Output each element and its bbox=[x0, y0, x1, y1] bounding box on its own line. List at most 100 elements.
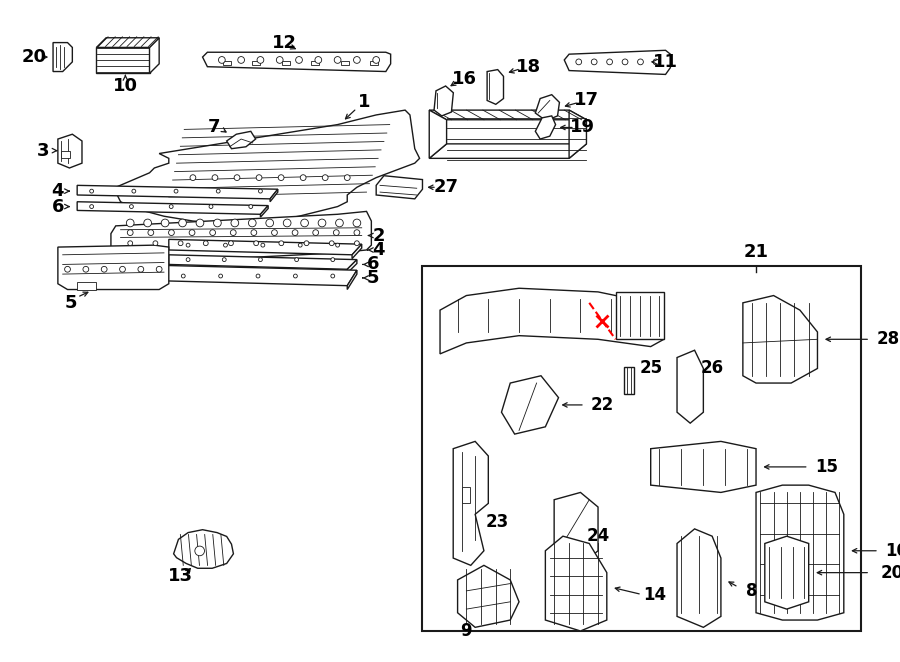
Text: 12: 12 bbox=[272, 34, 297, 52]
Polygon shape bbox=[202, 52, 391, 71]
Circle shape bbox=[216, 189, 220, 193]
Bar bbox=[371, 61, 378, 65]
Polygon shape bbox=[376, 175, 422, 199]
Polygon shape bbox=[756, 485, 844, 620]
Bar bbox=[462, 487, 470, 503]
Circle shape bbox=[301, 219, 309, 227]
Circle shape bbox=[190, 175, 196, 181]
Text: 3: 3 bbox=[37, 142, 50, 160]
Polygon shape bbox=[677, 350, 704, 423]
Polygon shape bbox=[53, 42, 72, 71]
Polygon shape bbox=[347, 260, 357, 273]
Text: 21: 21 bbox=[743, 243, 769, 261]
Circle shape bbox=[229, 241, 233, 246]
Circle shape bbox=[130, 205, 133, 209]
Circle shape bbox=[132, 189, 136, 193]
Text: 13: 13 bbox=[168, 567, 193, 585]
Text: 27: 27 bbox=[433, 178, 458, 196]
Circle shape bbox=[336, 243, 339, 247]
Text: 15: 15 bbox=[814, 458, 838, 476]
Text: 20: 20 bbox=[880, 563, 900, 582]
Polygon shape bbox=[536, 116, 555, 139]
Text: 9: 9 bbox=[461, 622, 472, 640]
Bar bbox=[282, 61, 290, 65]
Text: 10: 10 bbox=[885, 542, 900, 560]
Circle shape bbox=[138, 266, 144, 272]
Circle shape bbox=[373, 56, 380, 64]
Text: 17: 17 bbox=[574, 91, 599, 109]
Text: 28: 28 bbox=[876, 330, 899, 348]
Circle shape bbox=[126, 219, 134, 227]
Polygon shape bbox=[434, 86, 454, 116]
Circle shape bbox=[222, 258, 226, 261]
Circle shape bbox=[313, 230, 319, 236]
Polygon shape bbox=[454, 442, 489, 565]
Text: 14: 14 bbox=[644, 585, 667, 604]
Polygon shape bbox=[429, 110, 587, 120]
Polygon shape bbox=[270, 189, 278, 202]
Circle shape bbox=[272, 230, 277, 236]
Text: 22: 22 bbox=[590, 396, 614, 414]
Circle shape bbox=[210, 230, 215, 236]
Circle shape bbox=[293, 274, 297, 278]
Circle shape bbox=[174, 189, 178, 193]
Circle shape bbox=[354, 230, 360, 236]
Polygon shape bbox=[545, 536, 607, 631]
Polygon shape bbox=[487, 70, 503, 105]
Circle shape bbox=[65, 266, 70, 272]
Circle shape bbox=[144, 219, 151, 227]
Text: 25: 25 bbox=[639, 359, 662, 377]
Polygon shape bbox=[765, 536, 809, 609]
Circle shape bbox=[186, 243, 190, 247]
Polygon shape bbox=[429, 144, 587, 158]
Circle shape bbox=[90, 205, 94, 209]
Bar bbox=[341, 61, 348, 65]
Circle shape bbox=[295, 56, 302, 64]
Polygon shape bbox=[554, 493, 598, 565]
Polygon shape bbox=[440, 288, 664, 354]
Circle shape bbox=[168, 230, 175, 236]
Polygon shape bbox=[96, 48, 149, 73]
Circle shape bbox=[219, 274, 222, 278]
Circle shape bbox=[637, 59, 643, 65]
Polygon shape bbox=[564, 50, 670, 74]
Polygon shape bbox=[536, 95, 560, 120]
Circle shape bbox=[90, 189, 94, 193]
Circle shape bbox=[294, 258, 299, 261]
Bar bbox=[311, 61, 320, 65]
Polygon shape bbox=[352, 244, 362, 259]
Text: 8: 8 bbox=[746, 582, 758, 600]
Circle shape bbox=[254, 241, 258, 246]
Circle shape bbox=[279, 241, 284, 246]
Circle shape bbox=[298, 243, 302, 247]
Text: 26: 26 bbox=[700, 359, 724, 377]
Circle shape bbox=[266, 219, 274, 227]
Text: 24: 24 bbox=[587, 527, 609, 545]
Polygon shape bbox=[77, 185, 278, 199]
Circle shape bbox=[231, 219, 239, 227]
Bar bbox=[252, 61, 260, 65]
Text: 6: 6 bbox=[367, 256, 380, 273]
Polygon shape bbox=[77, 282, 96, 289]
Circle shape bbox=[178, 241, 183, 246]
Circle shape bbox=[329, 241, 334, 246]
Text: 10: 10 bbox=[112, 77, 138, 95]
Polygon shape bbox=[429, 110, 446, 158]
Polygon shape bbox=[227, 131, 256, 149]
Text: 16: 16 bbox=[453, 70, 477, 88]
Circle shape bbox=[304, 241, 309, 246]
Text: 23: 23 bbox=[485, 512, 508, 531]
Circle shape bbox=[153, 241, 157, 246]
Bar bbox=[223, 61, 230, 65]
Circle shape bbox=[83, 266, 89, 272]
Circle shape bbox=[203, 241, 208, 246]
Circle shape bbox=[194, 546, 204, 555]
Text: 2: 2 bbox=[373, 226, 385, 244]
Polygon shape bbox=[742, 295, 817, 383]
Bar bbox=[61, 151, 70, 158]
Circle shape bbox=[591, 59, 597, 65]
Polygon shape bbox=[174, 530, 233, 568]
Text: 6: 6 bbox=[51, 197, 64, 216]
Polygon shape bbox=[169, 255, 357, 269]
Circle shape bbox=[331, 274, 335, 278]
